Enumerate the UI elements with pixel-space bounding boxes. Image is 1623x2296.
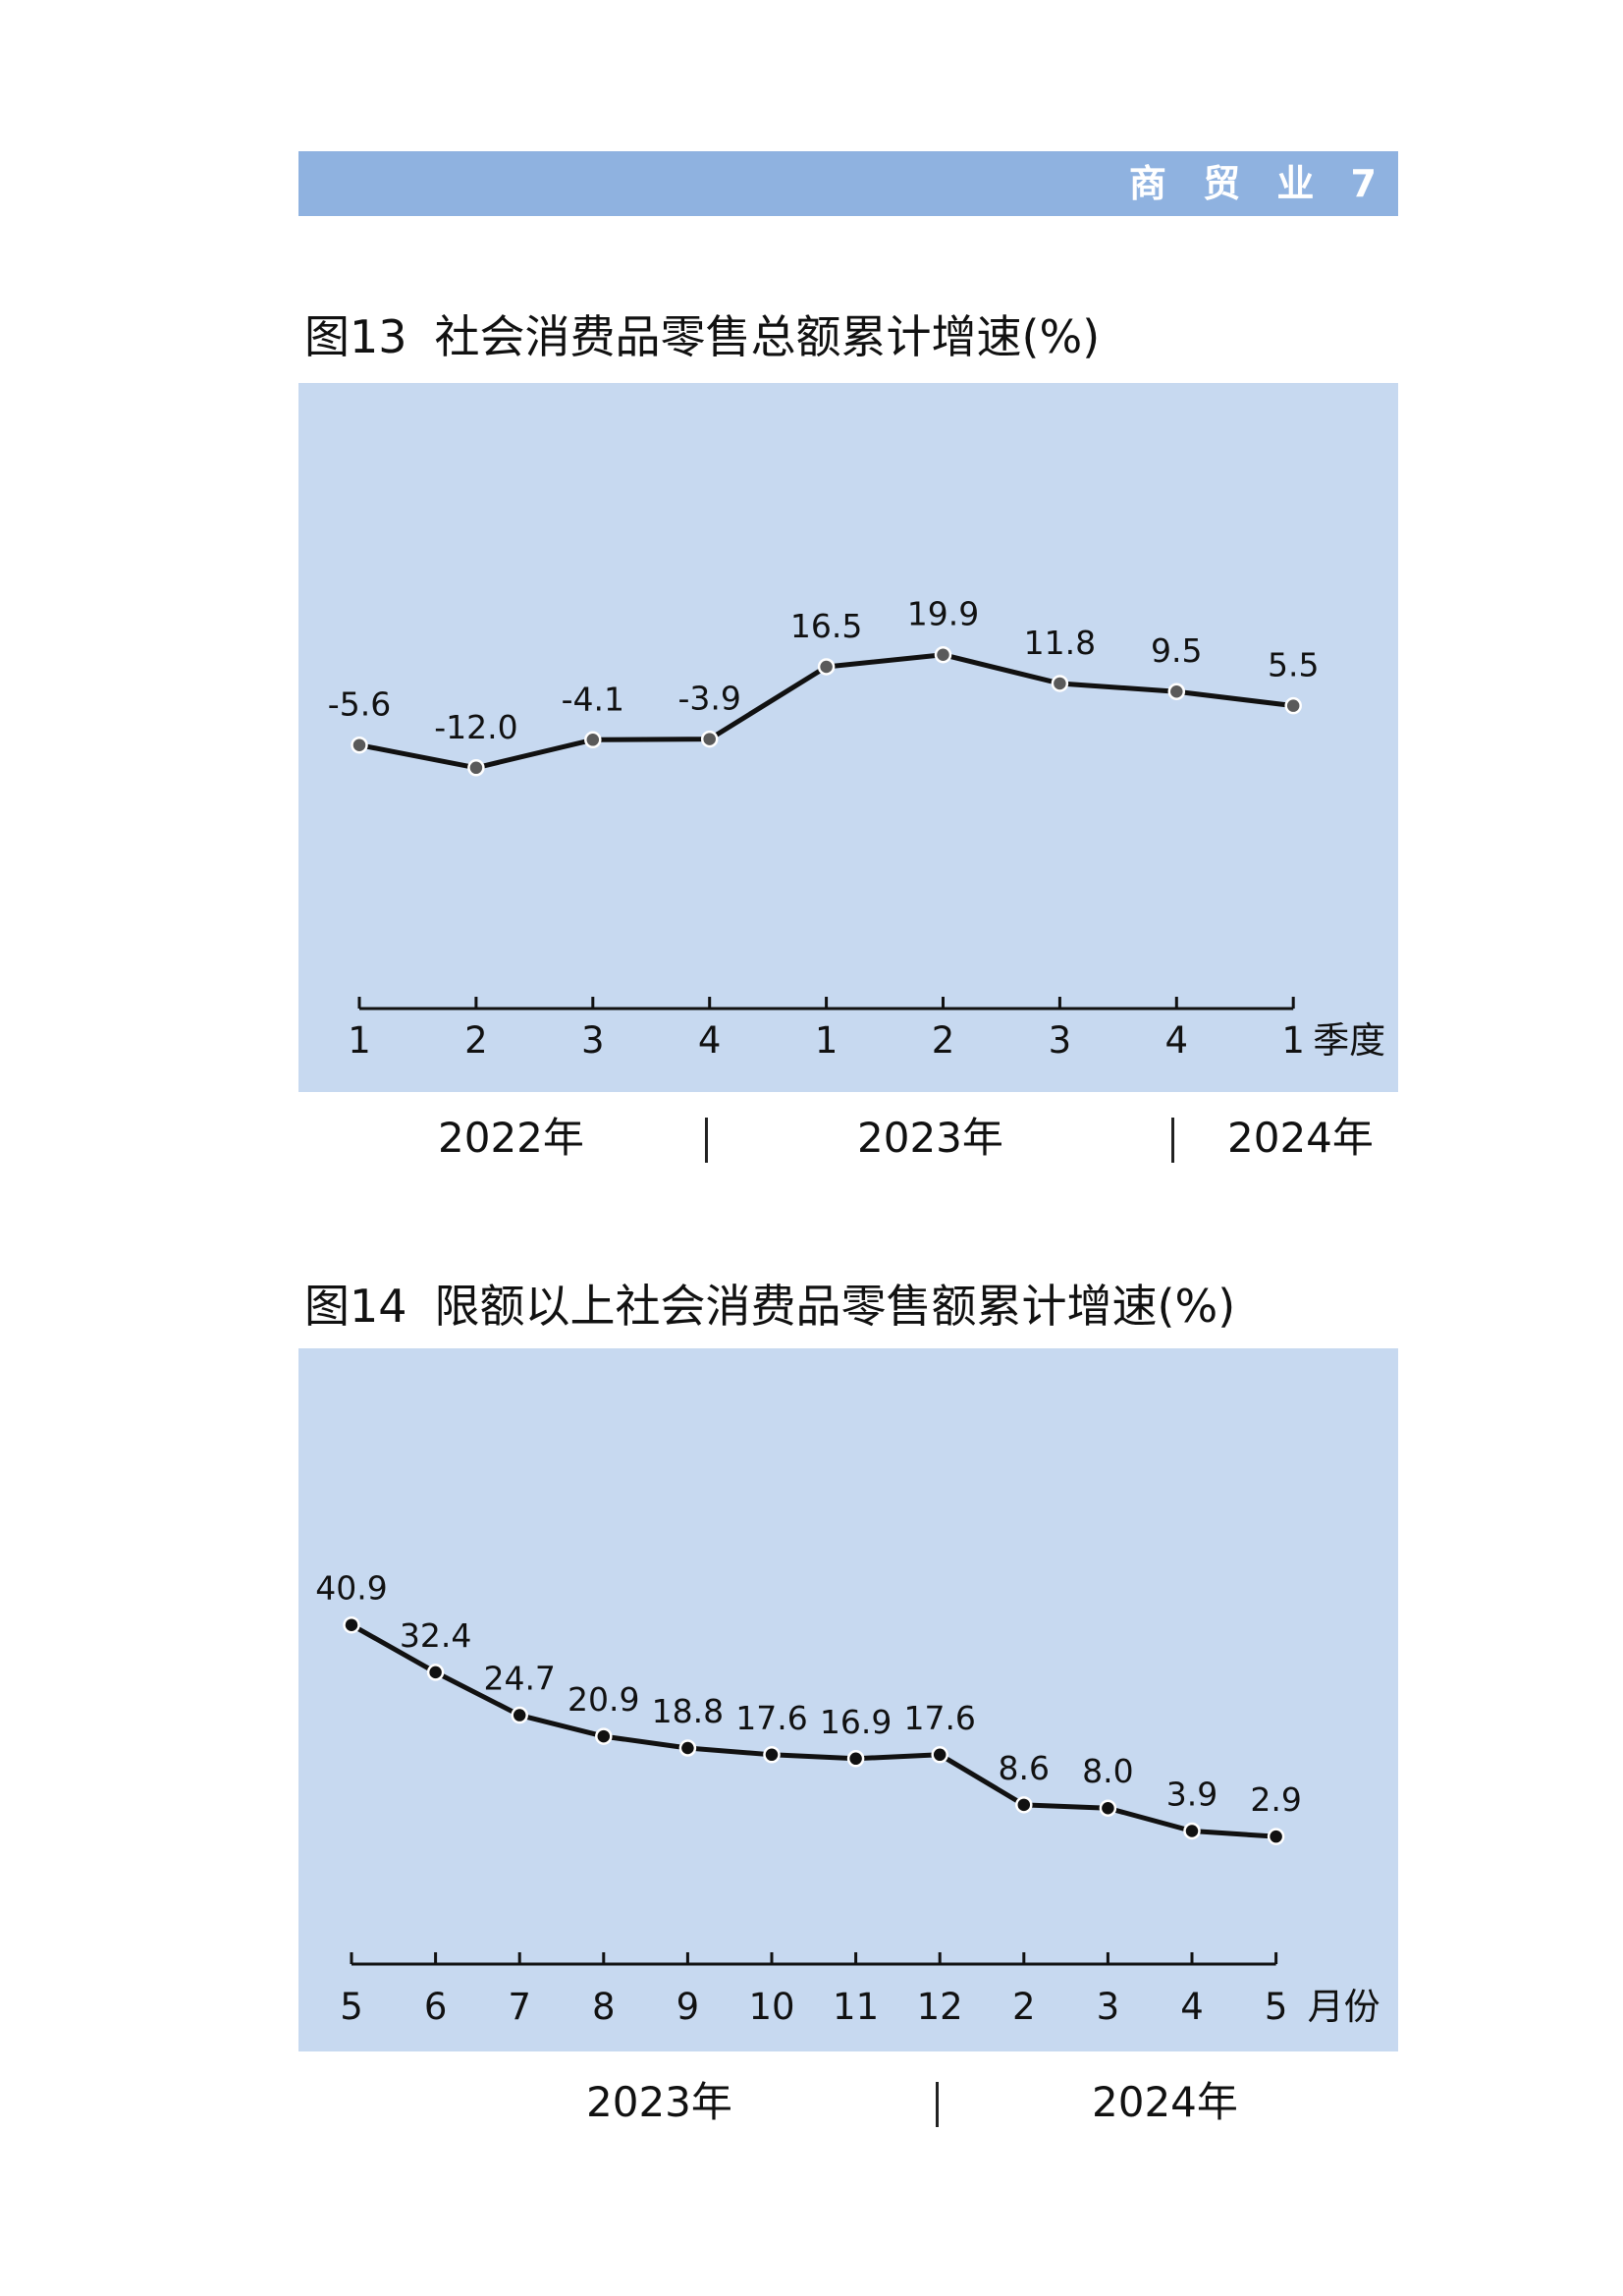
x-tick-label: 12: [917, 1986, 963, 2028]
data-point: [1267, 1828, 1285, 1845]
data-label: 32.4: [400, 1616, 471, 1655]
x-tick-label: 3: [581, 1019, 605, 1062]
x-tick-label: 2: [464, 1019, 488, 1062]
data-point: [931, 1746, 948, 1764]
data-point: [700, 730, 719, 748]
data-point: [351, 736, 368, 754]
data-label: 19.9: [907, 595, 979, 633]
data-label: 3.9: [1166, 1775, 1217, 1813]
data-point: [678, 1739, 697, 1757]
figure-13-chart-panel: 1 2 3 4 1 2 3 4 1 季度 -5.6 -12.0 -4.1 -3.9 16.5 19.9 11.8…: [298, 383, 1398, 1092]
data-label: 8.6: [999, 1749, 1050, 1787]
page-header-bar: 商 贸 业 7: [298, 151, 1398, 216]
x-tick-label: 2: [1012, 1986, 1036, 2028]
figure-13-year-2023: 2023年: [857, 1114, 1003, 1162]
data-label: 11.8: [1024, 624, 1096, 662]
x-tick-label: 3: [1097, 1986, 1120, 2028]
x-tick-label: 4: [1180, 1986, 1204, 2028]
figure-13-title: 图13 社会消费品零售总额累计增速(%): [304, 309, 1100, 364]
figure-14-title: 图14 限额以上社会消费品零售额累计增速(%): [304, 1279, 1235, 1334]
figure-13-number: 图13: [304, 310, 407, 363]
x-tick-label: 4: [698, 1019, 722, 1062]
data-point: [1051, 675, 1069, 692]
x-tick-label: 1: [815, 1019, 839, 1062]
figure-13-year-separator: [1171, 1118, 1174, 1163]
figure-13-year-2024: 2024年: [1227, 1114, 1374, 1162]
x-tick-label: 4: [1165, 1019, 1189, 1062]
data-point: [763, 1746, 781, 1764]
x-tick-label: 10: [748, 1986, 794, 2028]
data-label: 40.9: [315, 1569, 387, 1608]
data-label: 17.6: [735, 1699, 807, 1737]
data-point: [1099, 1799, 1117, 1817]
x-tick-label: 8: [592, 1986, 616, 2028]
figure-13-year-2022: 2022年: [438, 1114, 584, 1162]
data-label: -5.6: [328, 685, 391, 724]
data-label: 16.9: [820, 1703, 892, 1741]
x-tick-label: 3: [1049, 1019, 1072, 1062]
data-label: 5.5: [1268, 646, 1319, 684]
data-point: [595, 1727, 613, 1745]
data-point: [934, 645, 952, 664]
data-point: [511, 1706, 528, 1724]
figure-14-number: 图14: [304, 1280, 407, 1333]
data-label: 2.9: [1250, 1780, 1301, 1819]
series-line: [350, 1622, 1276, 1839]
x-tick-label: 7: [508, 1986, 531, 2028]
data-label: 24.7: [483, 1660, 555, 1698]
x-tick-label: 6: [424, 1986, 448, 2028]
data-label: -4.1: [562, 680, 624, 718]
figure-13-year-separator: [705, 1118, 708, 1163]
figure-14-caption: 限额以上社会消费品零售额累计增速(%): [434, 1280, 1236, 1333]
data-point: [1284, 696, 1302, 715]
x-tick-label: 5: [1265, 1986, 1288, 2028]
figure-14-chart-panel: 5 6 7 8 9 10 11 12 2 3 4 5 月份 40.9 32.4 24.7 20.9 18.8 17.…: [298, 1348, 1398, 2051]
x-axis-unit-label: 季度: [1313, 1019, 1385, 1062]
data-point: [1167, 683, 1186, 700]
x-tick-label: 1: [1281, 1019, 1305, 1062]
data-label: -12.0: [434, 708, 517, 746]
data-label: 18.8: [652, 1692, 724, 1730]
x-tick-label: 9: [676, 1986, 700, 2028]
data-label: 16.5: [790, 607, 862, 645]
x-tick-label: 2: [932, 1019, 955, 1062]
data-label: 17.6: [903, 1699, 975, 1737]
section-title: 商 贸 业 7: [1128, 162, 1388, 205]
x-tick-label: 1: [348, 1019, 371, 1062]
data-point: [343, 1615, 360, 1634]
data-point: [846, 1750, 865, 1768]
data-point: [584, 731, 602, 749]
data-label: 9.5: [1151, 631, 1202, 670]
figure-13-caption: 社会消费品零售总额累计增速(%): [434, 310, 1101, 363]
x-tick-label: 5: [340, 1986, 363, 2028]
data-label: 20.9: [568, 1680, 639, 1719]
x-axis-unit-label: 月份: [1308, 1986, 1380, 2028]
data-point: [817, 658, 836, 676]
data-label: -3.9: [678, 680, 741, 718]
data-label: 8.0: [1082, 1752, 1133, 1790]
data-point: [426, 1664, 445, 1681]
figure-14-year-separator: [936, 2082, 939, 2127]
figure-14-chart: 5 6 7 8 9 10 11 12 2 3 4 5 月份 40.9 32.4 24.7 20.9 18.8 17.…: [315, 1569, 1380, 2028]
data-point: [1183, 1822, 1201, 1840]
x-tick-label: 11: [833, 1986, 879, 2028]
data-point: [467, 759, 485, 777]
figure-13-chart: 1 2 3 4 1 2 3 4 1 季度-5.6-12.0-4.1 -3.916.5 19.911.8…: [328, 595, 1385, 1062]
figure-14-year-2024: 2024年: [1092, 2078, 1238, 2126]
figure-14-year-2023: 2023年: [586, 2078, 732, 2126]
data-point: [1015, 1796, 1033, 1814]
